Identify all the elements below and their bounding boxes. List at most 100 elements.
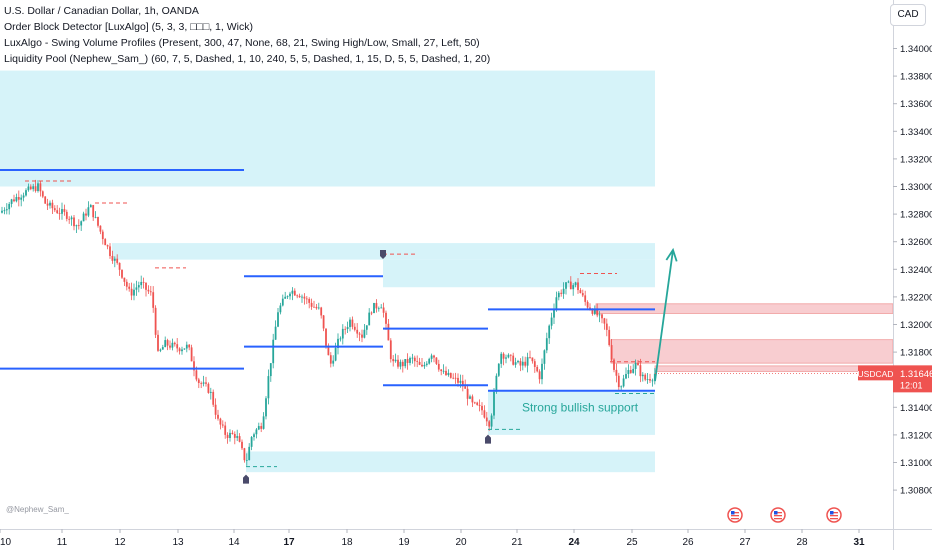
- pivot-marker-icon: [380, 249, 386, 259]
- candle-body: [615, 369, 618, 376]
- price-tick-label: 1.30800: [900, 486, 932, 497]
- candle-body: [596, 308, 599, 316]
- candle-body: [423, 364, 426, 367]
- candle-body: [181, 349, 183, 352]
- candle-body: [20, 197, 23, 200]
- candle-body: [637, 362, 639, 366]
- candle-body: [485, 417, 488, 422]
- candle-body: [29, 186, 32, 190]
- candle-body: [478, 404, 481, 406]
- candle-body: [454, 377, 457, 379]
- candle-body: [207, 383, 210, 393]
- candle-body: [154, 307, 157, 335]
- candle-body: [565, 282, 567, 289]
- indicator-swing-volume[interactable]: LuxAlgo - Swing Volume Profiles (Present…: [4, 37, 480, 49]
- candle-body: [557, 292, 560, 298]
- candle-body: [75, 225, 78, 227]
- candle-body: [176, 344, 179, 349]
- candle-body: [416, 361, 419, 362]
- candle-body: [205, 382, 207, 384]
- current-price-label: 1.31646: [900, 369, 932, 380]
- candle-body: [94, 216, 97, 218]
- candle-body: [265, 398, 267, 417]
- candle-body: [601, 314, 603, 319]
- economic-event-icon-stripe: [774, 518, 782, 520]
- candle-body: [622, 378, 625, 387]
- candle-body: [497, 363, 500, 376]
- candle-body: [248, 446, 251, 461]
- symbol-title[interactable]: U.S. Dollar / Canadian Dollar, 1h, OANDA: [4, 5, 199, 17]
- candle-body: [634, 362, 637, 369]
- order-block-zone: [488, 390, 655, 435]
- candle-body: [495, 375, 498, 392]
- order-block-zone: [0, 70, 655, 187]
- candle-body: [466, 388, 469, 399]
- candle-body: [550, 317, 553, 326]
- candle-body: [233, 433, 236, 438]
- candle-body: [406, 359, 409, 363]
- candle-body: [111, 255, 114, 261]
- candle-body: [209, 391, 212, 393]
- candle-body: [27, 186, 30, 191]
- candle-body: [145, 282, 147, 290]
- candle-body: [51, 202, 54, 209]
- candle-body: [490, 415, 493, 427]
- candle-body: [58, 213, 61, 214]
- candle-body: [459, 380, 462, 383]
- candle-body: [152, 292, 155, 308]
- candle-body: [241, 441, 243, 449]
- candle-body: [399, 361, 402, 367]
- price-tick-label: 1.33200: [900, 154, 932, 165]
- candle-body: [435, 357, 438, 364]
- candle-body: [577, 282, 579, 291]
- candle-body: [387, 323, 390, 341]
- candle-body: [178, 348, 181, 352]
- candle-body: [327, 345, 330, 356]
- candle-body: [255, 429, 258, 435]
- candle-body: [433, 355, 435, 358]
- price-tick-label: 1.32400: [900, 265, 932, 276]
- candle-body: [101, 231, 104, 240]
- candle-body: [529, 357, 531, 358]
- candle-body: [169, 345, 171, 348]
- candle-body: [632, 368, 635, 373]
- indicator-order-block[interactable]: Order Block Detector [LuxAlgo] (5, 3, 3,…: [4, 21, 253, 33]
- economic-event-icon-stripe: [830, 512, 838, 514]
- candle-body: [92, 205, 95, 218]
- candle-body: [243, 448, 246, 461]
- candle-body: [73, 217, 75, 227]
- price-tick-label: 1.32000: [900, 320, 932, 331]
- candle-body: [507, 354, 510, 358]
- candle-body: [296, 295, 299, 297]
- candle-body: [613, 359, 615, 370]
- candle-body: [231, 432, 234, 434]
- candle-body: [267, 376, 270, 399]
- candle-body: [464, 386, 467, 389]
- candle-body: [394, 359, 397, 362]
- candle-body: [363, 329, 366, 338]
- economic-event-icon-stripe: [774, 512, 782, 514]
- currency-button[interactable]: CAD: [890, 4, 926, 26]
- candle-body: [250, 437, 253, 447]
- candle-body: [260, 426, 263, 429]
- candle-body: [617, 375, 620, 388]
- economic-event-icon-stripe: [774, 515, 782, 517]
- candle-body: [44, 196, 47, 204]
- candle-body: [65, 211, 68, 219]
- candle-body: [533, 361, 536, 367]
- candle-body: [41, 191, 44, 197]
- candle-body: [157, 334, 159, 351]
- candle-body: [197, 379, 200, 384]
- candle-body: [1, 210, 3, 213]
- candle-body: [130, 288, 133, 296]
- candle-body: [49, 202, 51, 206]
- candle-body: [368, 312, 371, 326]
- candle-body: [353, 326, 356, 330]
- candle-body: [63, 209, 66, 212]
- indicator-liquidity-pool[interactable]: Liquidity Pool (Nephew_Sam_) (60, 7, 5, …: [4, 53, 491, 65]
- price-tick-label: 1.31400: [900, 403, 932, 414]
- candle-body: [159, 349, 162, 351]
- candle-body: [425, 363, 428, 365]
